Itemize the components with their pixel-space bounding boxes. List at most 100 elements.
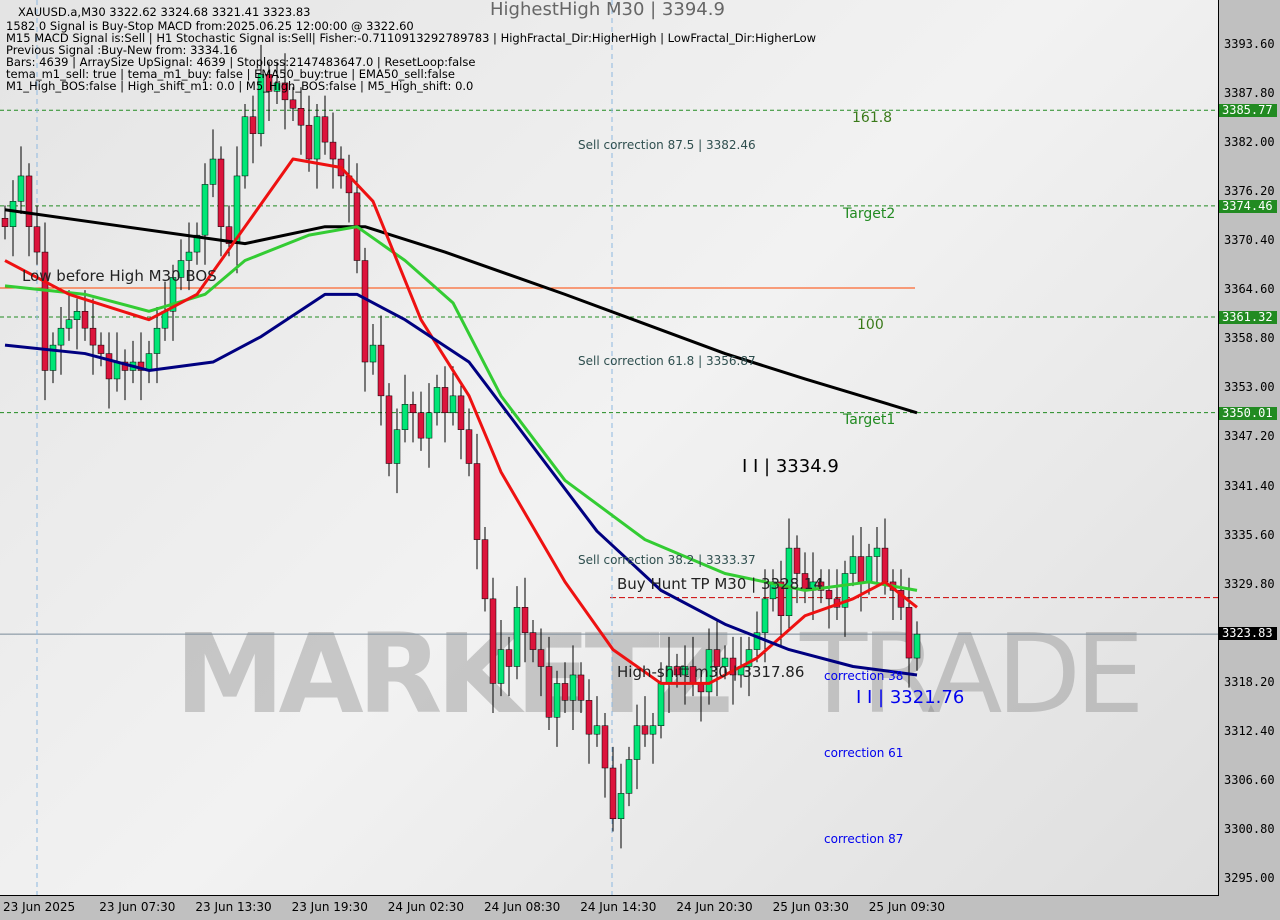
level-price-tag: 3385.77 xyxy=(1219,104,1277,118)
candle-body xyxy=(17,175,25,202)
candle-body xyxy=(641,725,649,735)
candle xyxy=(273,61,281,105)
time-tick-label: 24 Jun 08:30 xyxy=(484,900,561,914)
candle-body xyxy=(145,353,153,371)
price-tick-label: 3341.40 xyxy=(1224,478,1275,493)
price-tick-label: 3364.60 xyxy=(1224,282,1275,297)
candle-body xyxy=(25,175,33,227)
time-tick-label: 23 Jun 13:30 xyxy=(195,900,272,914)
candle-body xyxy=(97,344,105,354)
candle-body xyxy=(585,700,593,735)
candle-body xyxy=(873,547,881,557)
candle xyxy=(145,340,153,384)
header-line-5: Bars: 4639 | ArraySize UpSignal: 4639 | … xyxy=(6,55,476,69)
candle xyxy=(17,146,25,215)
candle-body xyxy=(769,581,777,600)
candle-body xyxy=(553,683,561,718)
candle xyxy=(185,222,193,291)
candle-body xyxy=(401,404,409,430)
price-tick-label: 3312.40 xyxy=(1224,723,1275,738)
candle xyxy=(297,87,305,155)
candle xyxy=(393,408,401,494)
candle xyxy=(249,95,257,164)
candle xyxy=(425,383,433,468)
candle-body xyxy=(393,429,401,464)
candle-body xyxy=(89,327,97,346)
candle-body xyxy=(465,429,473,464)
candle-body xyxy=(745,649,753,667)
watermark-left: MARKETZ xyxy=(175,610,733,738)
candle xyxy=(513,586,521,680)
candle xyxy=(609,746,617,832)
candle xyxy=(545,636,553,730)
candle-body xyxy=(289,99,297,109)
candle-body xyxy=(369,344,377,363)
candle xyxy=(817,569,825,604)
chart-plot-area[interactable]: MARKETZ TRADE HighestHigh M30 | 3394.9 X… xyxy=(0,0,1219,896)
candle-body xyxy=(497,649,505,684)
candle xyxy=(201,163,209,265)
candle xyxy=(209,129,217,198)
candle-body xyxy=(705,649,713,693)
target1-label: Target1 xyxy=(843,412,896,428)
candle xyxy=(361,247,369,392)
candle xyxy=(409,391,417,443)
candle xyxy=(521,577,529,663)
candle xyxy=(497,619,505,697)
candle xyxy=(713,619,721,697)
candle xyxy=(825,569,833,629)
level-price-tag: 3350.01 xyxy=(1219,406,1277,420)
candle-body xyxy=(41,251,49,371)
candle-body xyxy=(649,725,657,735)
candle-body xyxy=(617,793,625,820)
price-tick-label: 3353.00 xyxy=(1224,380,1275,395)
buy-hunt-tp-label: Buy Hunt TP M30 | 3328.14 xyxy=(617,575,824,593)
sell-correction-61-label: Sell correction 61.8 | 3356.87 xyxy=(578,354,756,368)
candle-body xyxy=(225,226,233,244)
candle xyxy=(577,662,585,714)
candle xyxy=(281,53,289,130)
candle xyxy=(681,645,689,705)
candle-body xyxy=(281,82,289,101)
candle-body xyxy=(33,226,41,253)
price-tick-label: 3393.60 xyxy=(1224,37,1275,51)
candle-body xyxy=(545,666,553,718)
candle xyxy=(841,560,849,637)
candle-body xyxy=(265,74,273,92)
candle-body xyxy=(529,632,537,650)
correction-61-label: correction 61 xyxy=(824,746,904,760)
candle xyxy=(617,763,625,849)
bottom-level-label: I I | 3321.76 xyxy=(856,687,965,708)
candle-body xyxy=(65,319,73,329)
candle-body xyxy=(609,767,617,820)
candle-body xyxy=(249,116,257,134)
high-shift-label: High-shift m30 | 3317.86 xyxy=(617,663,805,681)
candle xyxy=(353,163,361,274)
price-tick-label: 3358.80 xyxy=(1224,331,1275,346)
candle-body xyxy=(561,683,569,701)
candle xyxy=(857,526,865,612)
price-chart-svg xyxy=(0,0,1218,895)
candle xyxy=(121,349,129,401)
candle xyxy=(433,374,441,426)
candle-body xyxy=(681,666,689,676)
candle-body xyxy=(481,539,489,600)
price-tick-label: 3376.20 xyxy=(1224,184,1275,199)
candle-body xyxy=(825,590,833,600)
candle-body xyxy=(857,556,865,583)
candle-body xyxy=(169,277,177,312)
candle-body xyxy=(209,158,217,185)
price-tick-label: 3300.80 xyxy=(1224,821,1275,836)
candle xyxy=(449,366,457,426)
candle xyxy=(369,323,377,375)
level-price-tag: 3374.46 xyxy=(1219,199,1277,213)
header-line-3: M15 MACD Signal is:Sell | H1 Stochastic … xyxy=(6,31,817,45)
candle xyxy=(257,44,265,147)
candle xyxy=(529,619,537,663)
top-level-label: I I | 3334.9 xyxy=(742,456,839,477)
candle-body xyxy=(409,404,417,414)
candle xyxy=(345,154,353,223)
candle-body xyxy=(57,327,65,346)
watermark-right: TRADE xyxy=(800,610,1145,738)
candle-body xyxy=(313,116,321,160)
